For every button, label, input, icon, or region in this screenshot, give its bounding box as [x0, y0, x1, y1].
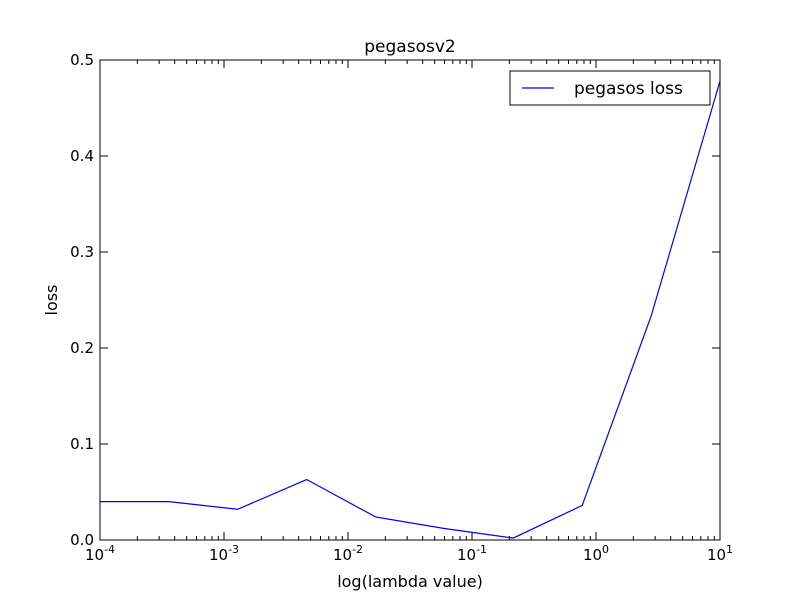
x-tick-label-exponent: -4 — [104, 543, 115, 556]
x-tick-label-base: 10 — [457, 546, 476, 564]
x-tick-label-exponent: -3 — [228, 543, 239, 556]
x-tick-label-exponent: 1 — [726, 543, 733, 556]
x-tick-label-base: 10 — [583, 546, 602, 564]
legend-label: pegasos loss — [574, 79, 683, 99]
x-tick-label-base: 10 — [333, 546, 352, 564]
y-tick-label: 0.2 — [70, 339, 94, 357]
x-tick-label-base: 10 — [209, 546, 228, 564]
x-tick-label: 10-3 — [209, 543, 239, 564]
series-line — [100, 80, 721, 539]
y-tick-label: 0.5 — [70, 51, 94, 69]
series-layer — [100, 80, 721, 539]
x-tick-label-exponent: 0 — [602, 543, 609, 556]
x-tick-label: 10-4 — [85, 543, 115, 564]
x-tick-label-exponent: -1 — [476, 543, 487, 556]
x-tick-label: 101 — [707, 543, 733, 564]
chart-title: pegasosv2 — [364, 37, 455, 57]
y-tick-label: 0.1 — [70, 435, 94, 453]
y-tick-label: 0.4 — [70, 147, 94, 165]
y-tick-label: 0.3 — [70, 243, 94, 261]
x-tick-label: 100 — [583, 543, 609, 564]
y-axis-label: loss — [42, 285, 61, 316]
legend: pegasos loss — [509, 70, 711, 106]
x-tick-label-base: 10 — [707, 546, 726, 564]
x-tick-label-exponent: -2 — [352, 543, 363, 556]
x-tick-label-base: 10 — [85, 546, 104, 564]
x-tick-label: 10-2 — [333, 543, 363, 564]
x-tick-label: 10-1 — [457, 543, 487, 564]
plot-frame — [99, 59, 721, 541]
y-tick-label: 0.0 — [70, 531, 94, 549]
x-axis-label: log(lambda value) — [337, 572, 483, 591]
